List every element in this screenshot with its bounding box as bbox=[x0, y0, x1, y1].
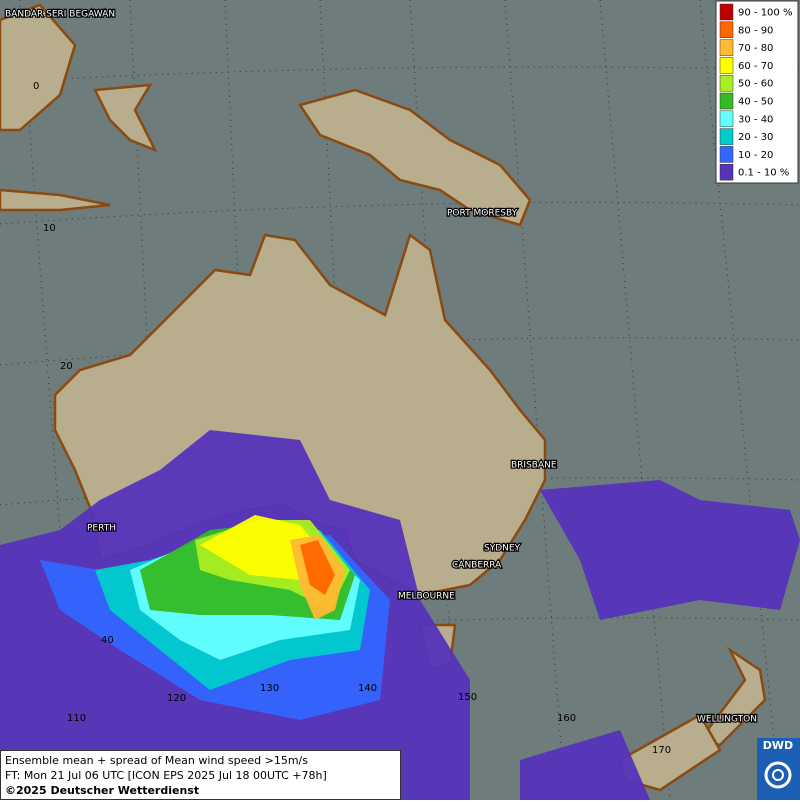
legend-swatch bbox=[719, 57, 734, 74]
logo-box bbox=[757, 738, 800, 800]
footer-box bbox=[0, 750, 401, 800]
graticule-label: 140 bbox=[358, 683, 377, 694]
graticule-label: 170 bbox=[652, 745, 671, 756]
legend-label: 80 - 90 bbox=[738, 25, 773, 36]
graticule-label: 130 bbox=[260, 683, 279, 694]
graticule-label: 160 bbox=[557, 713, 576, 724]
place-label: PERTH bbox=[87, 524, 116, 534]
wind-area bbox=[520, 730, 650, 800]
graticule-label: 110 bbox=[67, 713, 86, 724]
wind-probability bbox=[0, 430, 800, 800]
place-label: WELLINGTON bbox=[697, 715, 757, 725]
place-label: BANDAR SERI BEGAWAN bbox=[5, 10, 115, 20]
legend-label: 40 - 50 bbox=[738, 97, 773, 108]
legend-swatch bbox=[719, 146, 734, 163]
graticule-label: 150 bbox=[458, 692, 477, 703]
graticule-label: 0 bbox=[33, 81, 39, 92]
legend-swatch bbox=[719, 110, 734, 128]
place-label: MELBOURNE bbox=[398, 592, 455, 602]
place-label: SYDNEY bbox=[484, 544, 521, 554]
legend-label: 60 - 70 bbox=[738, 61, 773, 72]
legend-swatch bbox=[719, 163, 734, 181]
legend-swatch bbox=[719, 21, 734, 39]
legend-swatch bbox=[719, 128, 734, 145]
graticule-label: 40 bbox=[101, 635, 114, 646]
legend-swatch bbox=[719, 39, 734, 56]
graticule-label: 120 bbox=[167, 693, 186, 704]
logo: DWD bbox=[757, 738, 800, 800]
legend-label: 50 - 60 bbox=[738, 79, 773, 90]
logo-text: DWD bbox=[763, 739, 793, 752]
wind-area bbox=[540, 480, 800, 620]
footer-line: FT: Mon 21 Jul 06 UTC [ICON EPS 2025 Jul… bbox=[5, 769, 327, 782]
legend-label: 90 - 100 % bbox=[738, 8, 792, 19]
legend-swatch bbox=[719, 74, 734, 92]
legend-swatch bbox=[719, 3, 734, 21]
place-label: BRISBANE bbox=[511, 461, 557, 471]
labels: BANDAR SERI BEGAWAN PORT MORESBY BRISBANE P… bbox=[4, 8, 758, 756]
legend-label: 30 - 40 bbox=[738, 114, 773, 125]
footer-line: ©2025 Deutscher Wetterdienst bbox=[5, 784, 199, 797]
place-label: CANBERRA bbox=[452, 561, 502, 571]
footer-line: Ensemble mean + spread of Mean wind spee… bbox=[5, 754, 308, 767]
place-label: PORT MORESBY bbox=[447, 209, 518, 219]
footer: Ensemble mean + spread of Mean wind spee… bbox=[0, 750, 401, 800]
graticule-label: 10 bbox=[43, 223, 56, 234]
wind-area bbox=[300, 540, 335, 595]
logo-icon bbox=[772, 769, 784, 781]
legend-label: 0.1 - 10 % bbox=[738, 168, 789, 179]
graticule-label: 20 bbox=[60, 361, 73, 372]
logo-icon bbox=[764, 761, 792, 789]
legend: 90 - 100 % 80 - 90 70 - 80 60 - 70 50 - 60 40… bbox=[715, 0, 799, 184]
legend-label: 20 - 30 bbox=[738, 132, 773, 143]
legend-label: 10 - 20 bbox=[738, 150, 773, 161]
legend-label: 70 - 80 bbox=[738, 43, 773, 54]
legend-swatch bbox=[719, 92, 734, 110]
